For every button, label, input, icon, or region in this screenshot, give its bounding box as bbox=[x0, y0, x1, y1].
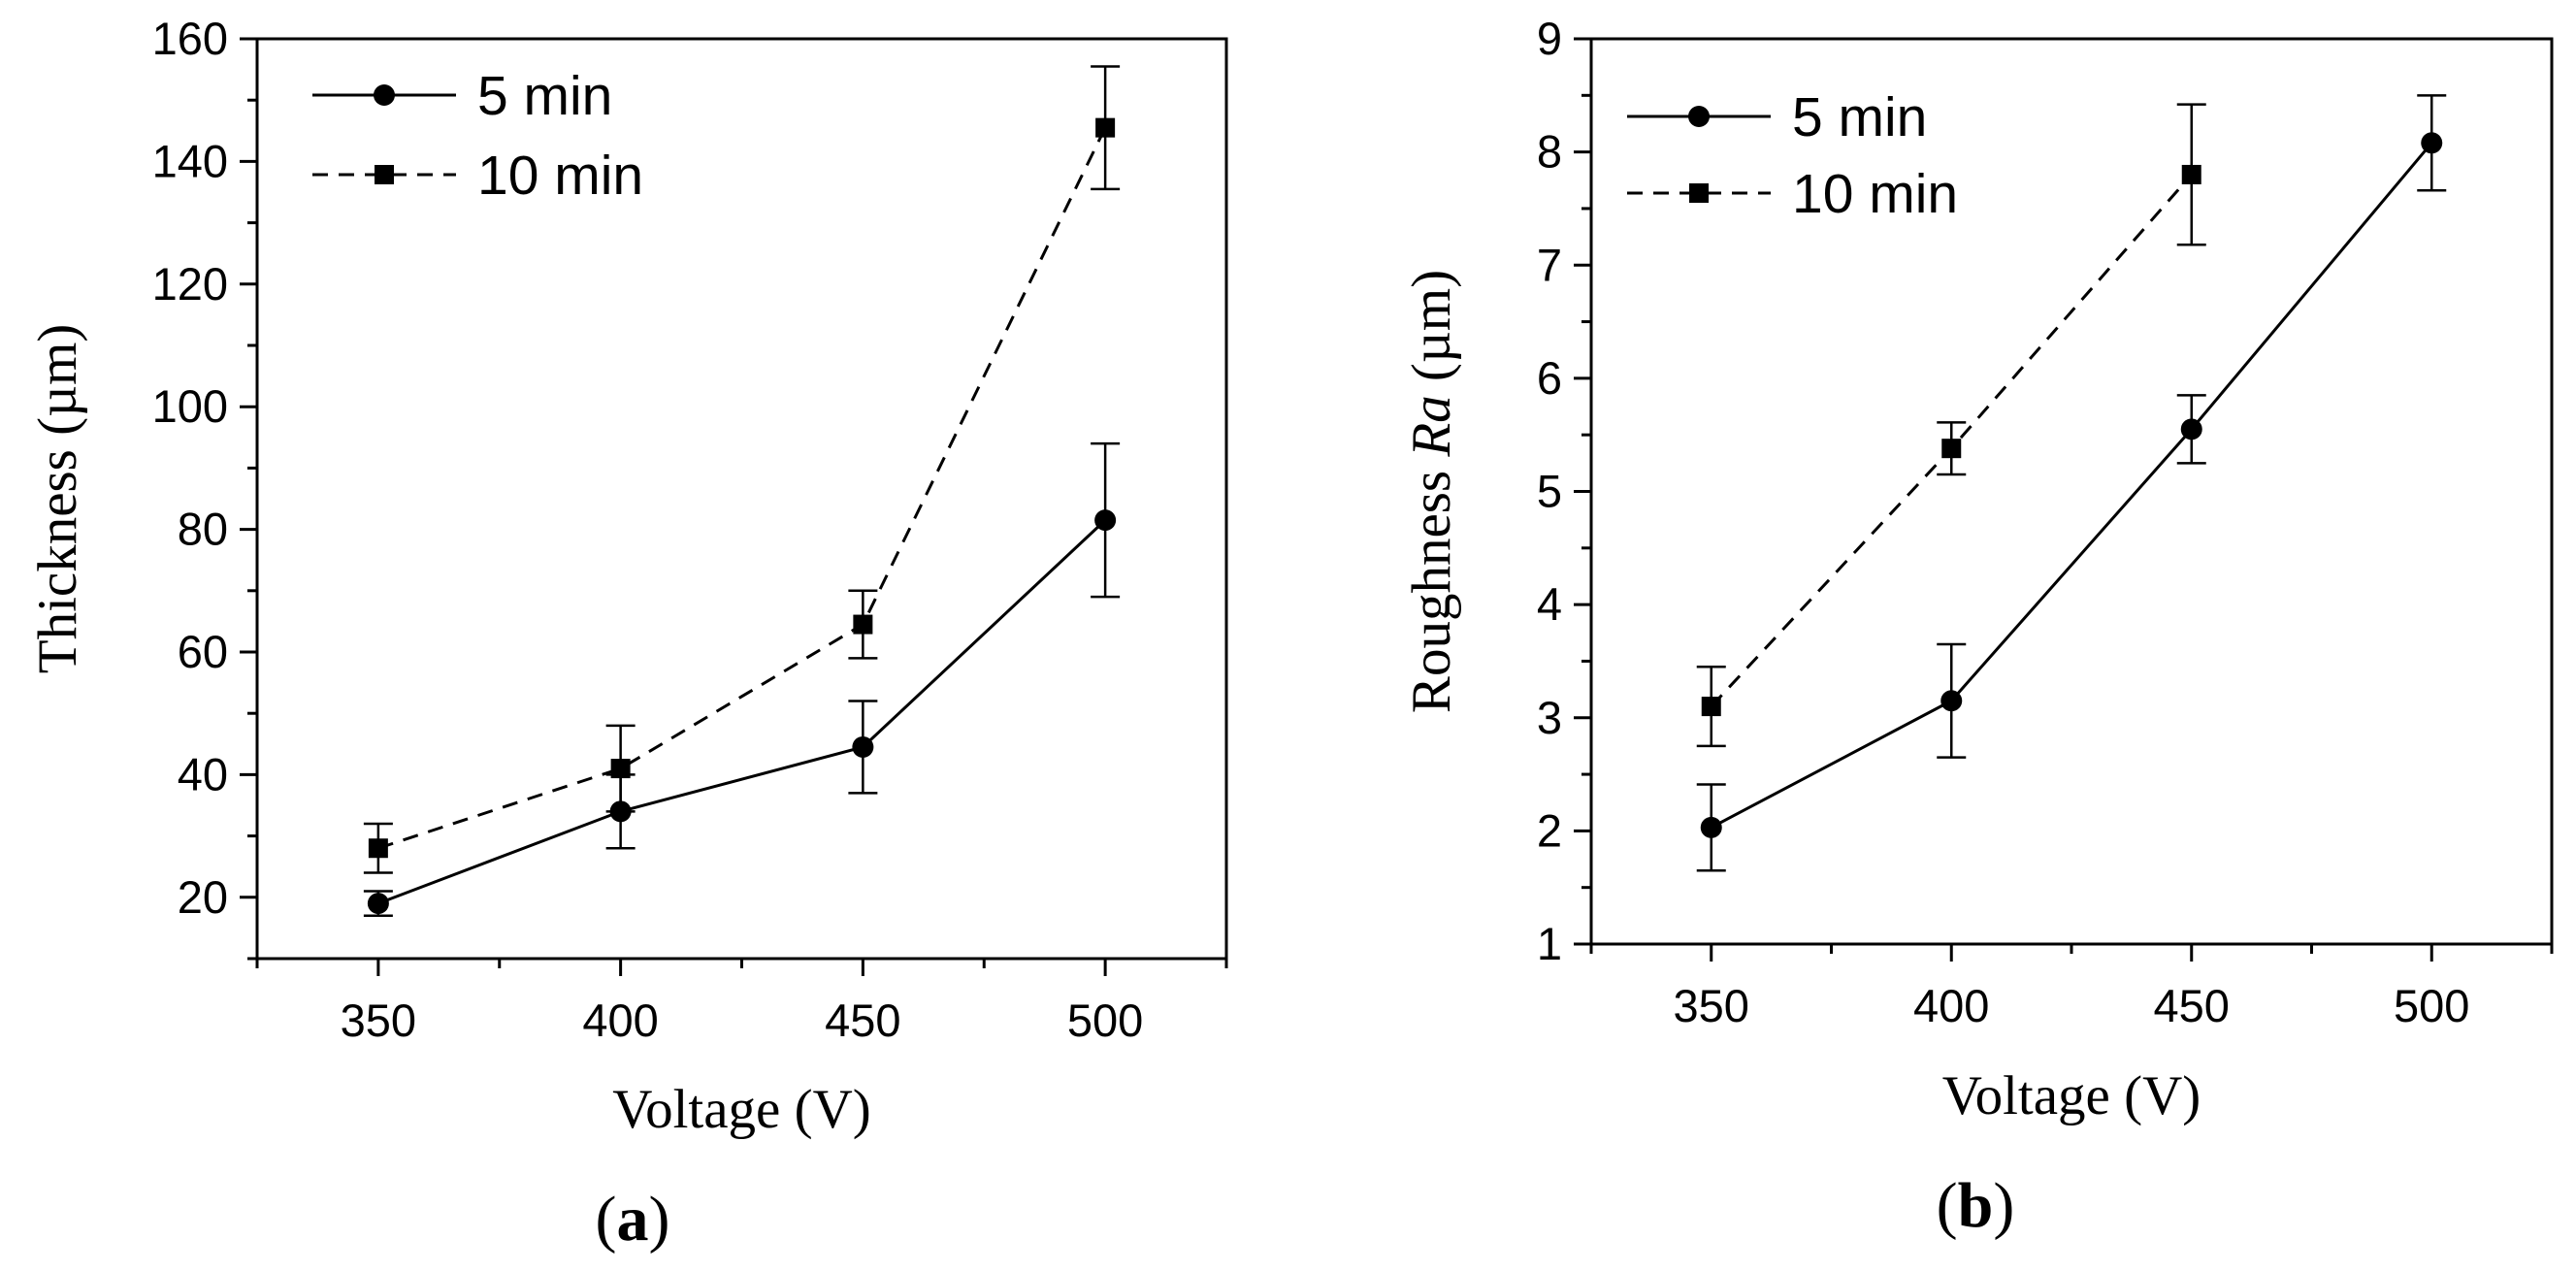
y-tick-label: 100 bbox=[152, 380, 228, 432]
series-5min-point bbox=[2180, 418, 2202, 440]
x-tick-label: 450 bbox=[2154, 980, 2230, 1031]
x-axis-title: Voltage (V) bbox=[1942, 1065, 2201, 1126]
panel-label: (b) bbox=[1937, 1170, 2015, 1241]
panel-label-close: ) bbox=[649, 1184, 670, 1255]
series-10min-point bbox=[610, 759, 631, 779]
panel-a: 350 400 450 500 20 40 60 80 100 120 140 160 Voltage … bbox=[27, 13, 1228, 1255]
y-axis-title: Roughness Ra (µm) bbox=[1401, 270, 1462, 713]
legend-marker-series-10min bbox=[1689, 183, 1709, 203]
panel-label-open: ( bbox=[1937, 1170, 1958, 1241]
legend-label-series-10min: 10 min bbox=[1792, 163, 1958, 225]
panel-b: 350 400 450 500 1 2 3 4 5 6 7 8 9 Voltage (V) Roughnes… bbox=[1401, 13, 2554, 1241]
series-5min-point bbox=[367, 893, 389, 915]
x-tick-label: 350 bbox=[341, 995, 416, 1046]
legend-label-series-10min: 10 min bbox=[477, 145, 643, 207]
y-axis-title-italic: Ra bbox=[1401, 395, 1462, 457]
legend-marker-series-5min bbox=[1688, 106, 1710, 127]
legend-label-series-5min: 5 min bbox=[1792, 86, 1927, 148]
y-axis-title-prefix: Roughness bbox=[1401, 457, 1462, 713]
y-axis-title-suffix: (µm) bbox=[1401, 270, 1462, 395]
y-tick-label: 6 bbox=[1537, 352, 1562, 404]
y-tick-label: 80 bbox=[178, 504, 228, 555]
series-5min-line bbox=[1711, 142, 2433, 830]
y-tick-label: 4 bbox=[1537, 578, 1562, 630]
series-5min-point bbox=[852, 735, 874, 758]
series-10min-line bbox=[377, 126, 1107, 850]
x-tick-label: 450 bbox=[825, 995, 900, 1046]
y-tick-label: 2 bbox=[1537, 804, 1562, 856]
x-tick-label: 500 bbox=[2394, 980, 2469, 1031]
y-axis-title: Thickness (µm) bbox=[27, 324, 88, 674]
series-5min-point bbox=[1094, 509, 1117, 532]
series-5min-point bbox=[2421, 132, 2443, 154]
panel-label-letter: b bbox=[1958, 1170, 1994, 1241]
y-tick-label: 20 bbox=[178, 871, 228, 923]
series-10min-point bbox=[2181, 164, 2201, 184]
legend-marker-series-10min bbox=[375, 165, 394, 184]
y-tick-label: 40 bbox=[178, 748, 228, 799]
y-tick-label: 1 bbox=[1537, 918, 1562, 969]
legend-label-series-5min: 5 min bbox=[477, 65, 612, 127]
series-10min-point bbox=[853, 614, 873, 635]
panel-label-open: ( bbox=[596, 1184, 617, 1255]
y-tick-label: 8 bbox=[1537, 126, 1562, 178]
y-tick-label: 120 bbox=[152, 258, 228, 310]
y-tick-label: 7 bbox=[1537, 239, 1562, 290]
panel-label-close: ) bbox=[1993, 1170, 2014, 1241]
legend-marker-series-5min bbox=[374, 84, 395, 106]
x-tick-label: 500 bbox=[1067, 995, 1143, 1046]
x-axis-title: Voltage (V) bbox=[612, 1079, 870, 1140]
series-10min-point bbox=[368, 838, 388, 859]
x-tick-label: 350 bbox=[1674, 980, 1749, 1031]
y-tick-label: 5 bbox=[1537, 466, 1562, 517]
y-tick-label: 60 bbox=[178, 626, 228, 677]
panel-label: (a) bbox=[596, 1184, 670, 1255]
x-tick-label: 400 bbox=[582, 995, 658, 1046]
series-5min-point bbox=[1700, 816, 1722, 838]
y-tick-label: 3 bbox=[1537, 692, 1562, 743]
series-10min-point bbox=[1095, 117, 1116, 138]
y-tick-label: 140 bbox=[152, 135, 228, 186]
y-tick-label: 160 bbox=[152, 13, 228, 64]
x-tick-label: 400 bbox=[1913, 980, 1989, 1031]
series-10min-point bbox=[1941, 439, 1962, 459]
panel-label-letter: a bbox=[617, 1184, 649, 1255]
y-tick-label: 9 bbox=[1537, 13, 1562, 64]
series-10min-point bbox=[1701, 697, 1721, 717]
plot-frame bbox=[1589, 37, 2554, 946]
series-5min-line bbox=[377, 519, 1107, 905]
series-5min-point bbox=[1940, 690, 1963, 712]
